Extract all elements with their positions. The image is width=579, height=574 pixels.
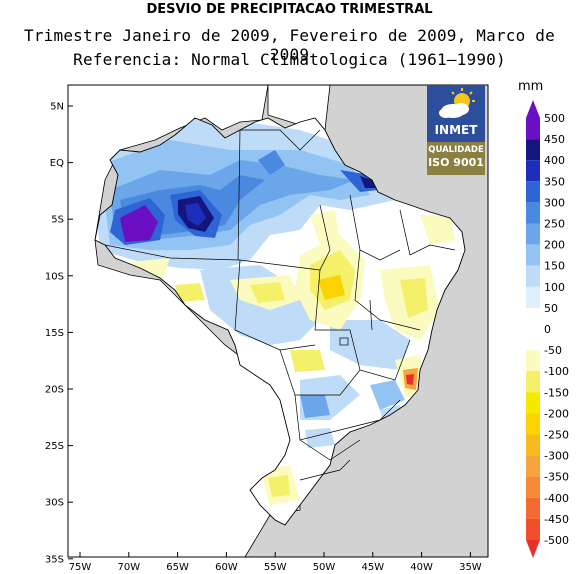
colorbar-label: -300	[544, 450, 569, 463]
colorbar-swatch	[526, 329, 540, 351]
map-reference: Referencia: Normal Climatologica (1961–1…	[73, 50, 506, 69]
colorbar-arrow-top	[526, 100, 540, 118]
colorbar-swatch	[526, 181, 540, 203]
lon-tick-label: 50W	[313, 562, 336, 573]
brazil-outline	[94, 117, 466, 526]
colorbar-label: 150	[544, 260, 565, 273]
colorbar-swatch	[526, 371, 540, 393]
logo-iso: ISO 9001	[428, 156, 484, 169]
colorbar-swatch	[526, 265, 540, 287]
state-borders	[104, 129, 456, 481]
colorbar-swatch	[526, 413, 540, 435]
lon-tick-label: 75W	[69, 562, 92, 573]
colorbar-swatch	[526, 223, 540, 245]
colorbar-arrow-bottom	[526, 540, 540, 558]
colorbar-swatch	[526, 307, 540, 329]
map-subtitle: Trimestre Janeiro de 2009, Fevereiro de …	[24, 26, 555, 64]
colorbar-swatch	[526, 476, 540, 498]
lat-tick-label: 10S	[45, 271, 64, 282]
colorbar-label: 400	[544, 154, 565, 167]
lat-tick-label: 5N	[50, 102, 64, 113]
colorbar-label: -50	[544, 344, 562, 357]
lon-tick-label: 45W	[361, 562, 384, 573]
colorbar-label: 0	[544, 323, 551, 336]
colorbar-label: -350	[544, 471, 569, 484]
colorbar-label: 300	[544, 196, 565, 209]
colorbar: 500450400350300250200150100500-50-100-15…	[526, 100, 569, 558]
colorbar-swatch	[526, 350, 540, 372]
colorbar-swatch	[526, 392, 540, 414]
colorbar-swatch	[526, 455, 540, 477]
colorbar-label: -100	[544, 365, 569, 378]
lat-tick-label: 25S	[45, 441, 64, 452]
colorbar-swatch	[526, 497, 540, 519]
colorbar-label: 200	[544, 239, 565, 252]
colorbar-label: 100	[544, 281, 565, 294]
lat-tick-label: 35S	[45, 554, 64, 565]
latitude-axis: 5N EQ 5S 10S 15S 20S 25S 30S 35S	[45, 102, 73, 565]
lat-tick-label: 20S	[45, 385, 64, 396]
lon-tick-label: 40W	[410, 562, 433, 573]
map-frame	[67, 84, 489, 558]
lon-tick-label: 70W	[117, 562, 140, 573]
map-title: DESVIO DE PRECIPITACAO TRIMESTRAL	[146, 2, 433, 17]
colorbar-swatch	[526, 518, 540, 540]
lon-tick-label: 65W	[166, 562, 189, 573]
lon-tick-label: 55W	[264, 562, 287, 573]
lon-tick-label: 60W	[215, 562, 238, 573]
colorbar-label: -450	[544, 513, 569, 526]
colorbar-swatch	[526, 434, 540, 456]
colorbar-label: -200	[544, 407, 569, 420]
colorbar-label: -250	[544, 429, 569, 442]
colorbar-swatch	[526, 202, 540, 224]
colorbar-label: 250	[544, 218, 565, 231]
logo-quality: QUALIDADE	[428, 145, 484, 155]
lat-tick-label: EQ	[50, 158, 64, 169]
lat-tick-label: 15S	[45, 328, 64, 339]
colorbar-swatch	[526, 286, 540, 308]
colorbar-swatch	[526, 244, 540, 266]
colorbar-swatch	[526, 160, 540, 182]
colorbar-label: -150	[544, 386, 569, 399]
lat-tick-label: 5S	[51, 215, 64, 226]
colorbar-label: 500	[544, 112, 565, 125]
logo-name: INMET	[434, 123, 478, 137]
lat-tick-label: 30S	[45, 498, 64, 509]
colorbar-label: 50	[544, 302, 558, 315]
longitude-axis: 75W 70W 65W 60W 55W 50W 45W 40W 35W	[69, 552, 482, 573]
colorbar-label: -400	[544, 492, 569, 505]
federal-district	[339, 337, 349, 346]
lon-tick-label: 35W	[459, 562, 482, 573]
inmet-logo: INMET QUALIDADE ISO 9001	[427, 85, 485, 175]
colorbar-unit: mm	[518, 79, 544, 94]
colorbar-label: 350	[544, 175, 565, 188]
colorbar-label: 450	[544, 133, 565, 146]
colorbar-swatch	[526, 118, 540, 140]
colorbar-swatch	[526, 139, 540, 161]
sun-cloud-icon	[439, 88, 475, 118]
colorbar-label: -500	[544, 534, 569, 547]
